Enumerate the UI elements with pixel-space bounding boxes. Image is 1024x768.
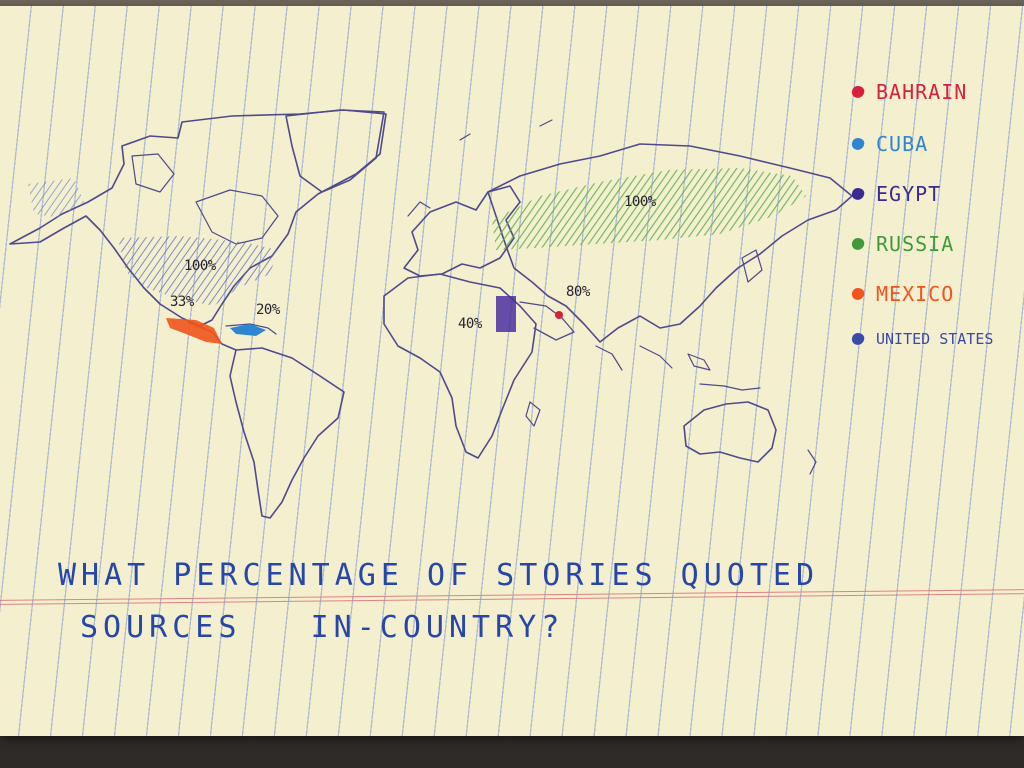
south-america-outline [229,347,345,519]
greenland-outline [285,109,385,193]
legend-item-bahrain: BAHRAIN [850,80,968,104]
legend-swatch [850,286,866,302]
legend-item-egypt: EGYPT [850,182,942,206]
legend-label: RUSSIA [876,232,955,256]
cuba-percent-label: 20% [256,302,280,318]
egypt-shading [496,296,516,332]
title-line-2: SOURCES IN-COUNTRY? [80,610,565,645]
mexico-shading [166,318,222,344]
north-america-outline [9,109,387,327]
russia-shading [492,168,806,250]
legend-swatch [850,186,866,202]
bahrain-percent-label: 80% [566,284,590,300]
legend-swatch [850,136,866,152]
legend-item-mexico: MEXICO [850,282,955,306]
asia-outline [487,143,853,343]
legend-label: MEXICO [876,282,955,306]
legend-label: CUBA [876,132,929,156]
legend-swatch [850,331,866,347]
legend-label: EGYPT [876,182,942,206]
legend-label: BAHRAIN [876,80,968,104]
legend-item-russia: RUSSIA [850,232,955,256]
africa-outline [383,273,537,459]
united-states-percent-label: 100% [184,258,216,274]
mexico-percent-label: 33% [170,294,194,310]
egypt-percent-label: 40% [458,316,482,332]
europe-outline [403,185,521,277]
legend-item-united-states: UNITED STATES [850,330,994,348]
world-map-drawing [9,109,853,519]
legend-label: UNITED STATES [876,330,994,348]
united-states-shading [118,236,278,306]
australia-outline [683,401,777,463]
bahrain-dot [555,311,563,319]
legend-item-cuba: CUBA [850,132,929,156]
alaska-shading [28,178,84,218]
title-line-1: WHAT PERCENTAGE OF STORIES QUOTED [58,558,820,593]
legend-swatch [850,84,866,100]
lined-paper-sheet: 100% 100% 33% 20% 40% 80% BAHRAIN CUBA E… [0,6,1024,736]
legend-swatch [850,236,866,252]
cuba-shading [230,324,266,336]
russia-percent-label: 100% [624,194,656,210]
